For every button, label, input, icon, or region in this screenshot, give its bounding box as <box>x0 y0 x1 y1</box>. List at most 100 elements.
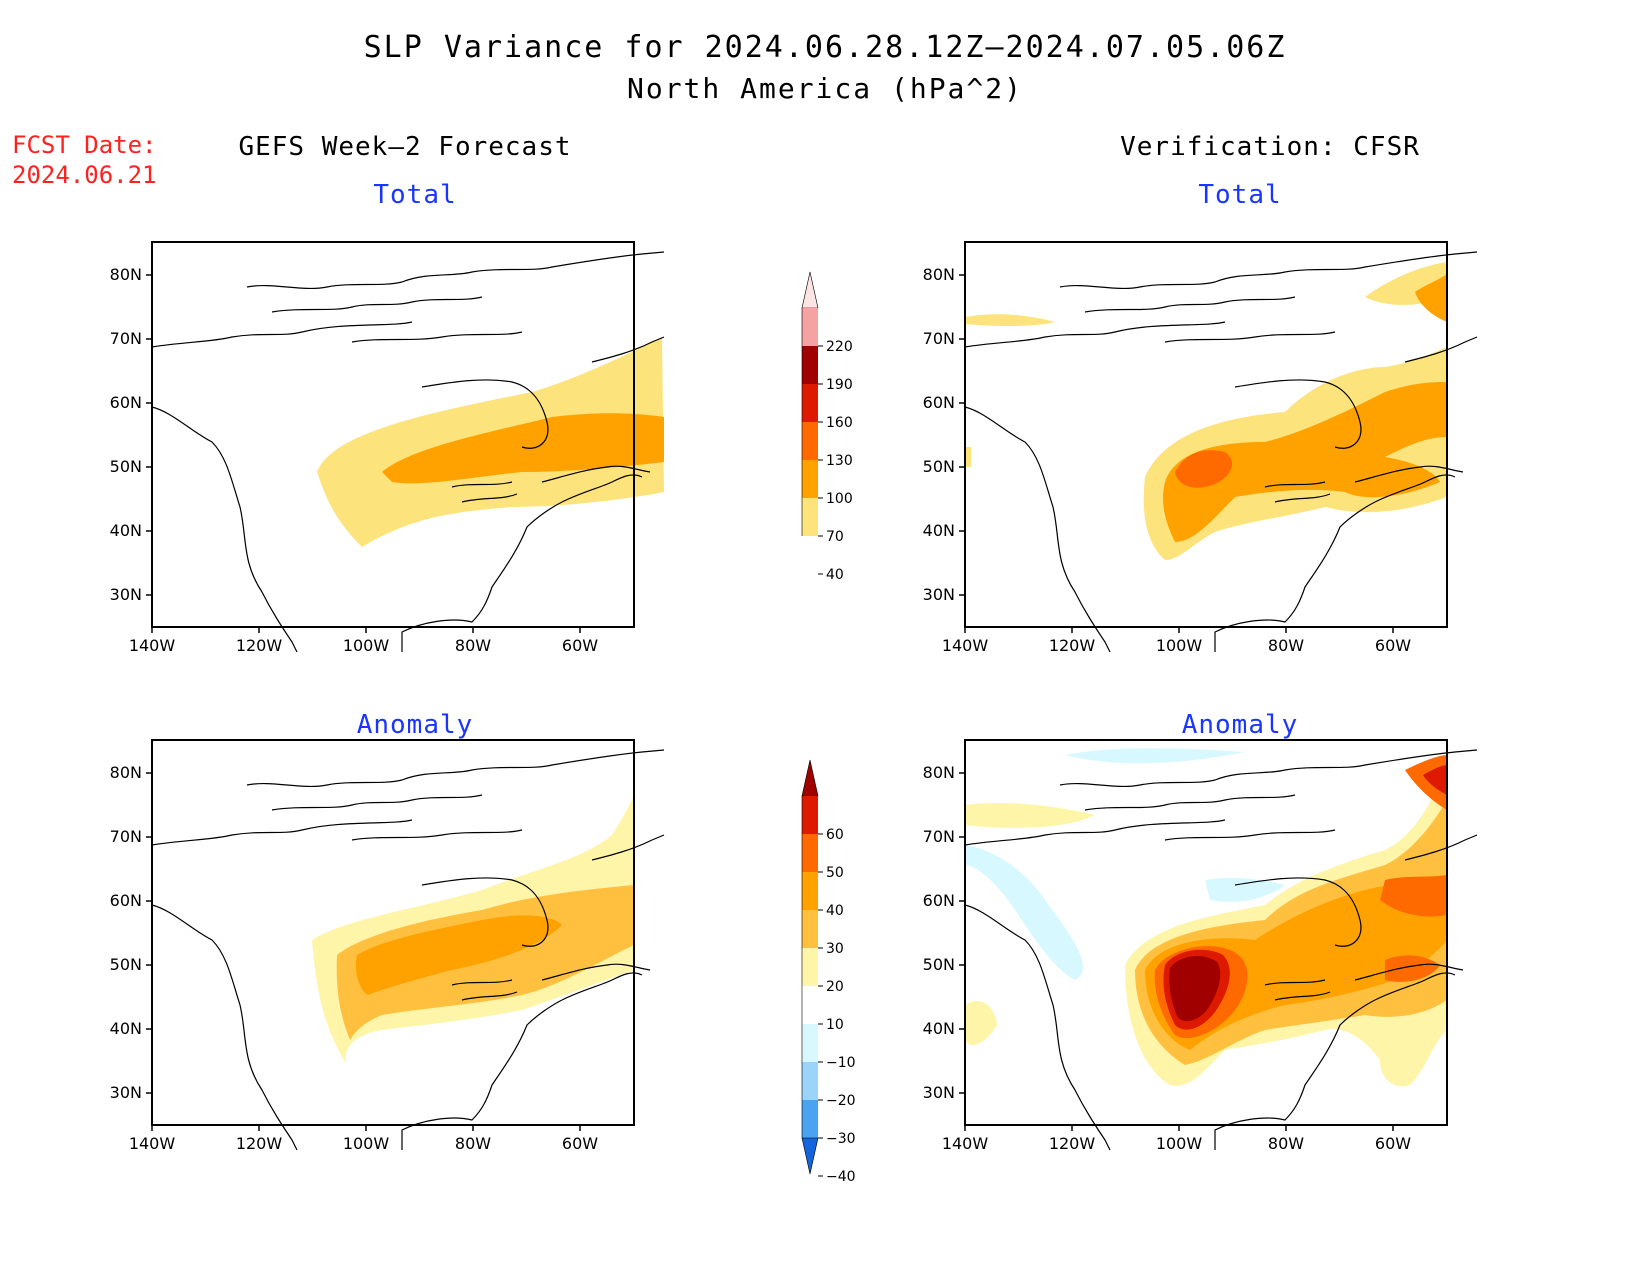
page-subtitle: North America (hPa^2) <box>626 72 1023 105</box>
colorbar-level-label: 160 <box>826 415 853 431</box>
colorbar-swatch <box>802 872 818 910</box>
map-forecast-anomaly: 80N 70N 60N 50N 40N 30N 140W 120W 100W 80W 60W <box>110 739 665 1153</box>
colorbar-swatch <box>802 948 818 986</box>
colorbar-level-label: −10 <box>826 1055 856 1071</box>
y-tick-label: 40N <box>923 1019 955 1038</box>
y-tick-label: 60N <box>110 393 142 412</box>
map-verification-total: 80N 70N 60N 50N 40N 30N 140W 120W 100W 80W 60W <box>923 241 1478 655</box>
colorbar-swatch <box>802 986 818 1024</box>
shading-verification-total <box>965 262 1447 560</box>
colorbar-level-label: −30 <box>826 1131 856 1147</box>
x-tick-label: 120W <box>236 1134 283 1153</box>
page-title: SLP Variance for 2024.06.28.12Z–2024.07.… <box>363 30 1287 65</box>
x-tick-label: 140W <box>942 636 989 655</box>
y-axis-verification-total: 80N 70N 60N 50N 40N 30N <box>923 265 965 604</box>
colorbar-level-label: 130 <box>826 453 853 469</box>
y-tick-label: 80N <box>110 763 142 782</box>
y-tick-label: 40N <box>110 521 142 540</box>
y-tick-label: 70N <box>110 329 142 348</box>
colorbar-swatch <box>802 834 818 872</box>
axes-verification-total: 80N 70N 60N 50N 40N 30N 140W 120W 100W 80W 60W <box>923 265 1412 655</box>
colorbar-swatch <box>802 910 818 948</box>
colorbar-top-arrow <box>801 271 819 309</box>
y-tick-label: 50N <box>110 457 142 476</box>
y-tick-label: 40N <box>923 521 955 540</box>
y-tick-label: 60N <box>923 393 955 412</box>
y-tick-label: 40N <box>110 1019 142 1038</box>
panel-label-verification-anomaly: Anomaly <box>1181 710 1299 740</box>
x-tick-label: 100W <box>343 1134 390 1153</box>
y-tick-label: 60N <box>923 891 955 910</box>
colorbar-swatch <box>802 1100 818 1138</box>
colorbar-anomaly-labels: 60 50 40 30 20 10 −10 −20 −30 −40 <box>818 827 856 1185</box>
y-tick-label: 70N <box>923 827 955 846</box>
colorbar-swatch <box>802 460 818 498</box>
x-tick-label: 100W <box>1156 1134 1203 1153</box>
x-tick-label: 80W <box>1268 636 1304 655</box>
colorbar-level-label: 50 <box>826 865 844 881</box>
coastline-forecast-anomaly <box>151 749 665 1151</box>
x-tick-label: 140W <box>942 1134 989 1153</box>
column-title-forecast: GEFS Week–2 Forecast <box>238 132 572 162</box>
x-axis-forecast-total: 140W 120W 100W 80W 60W <box>129 627 598 655</box>
y-tick-label: 30N <box>923 1083 955 1102</box>
colorbar-bottom-arrow <box>801 1137 819 1175</box>
y-tick-label: 80N <box>923 763 955 782</box>
x-tick-label: 100W <box>343 636 390 655</box>
x-axis-verification-total: 140W 120W 100W 80W 60W <box>942 627 1411 655</box>
colorbar-swatch <box>802 1062 818 1100</box>
y-tick-label: 30N <box>110 1083 142 1102</box>
y-axis-verification-anomaly: 80N 70N 60N 50N 40N 30N <box>923 763 965 1102</box>
colorbar-level-label: 10 <box>826 1017 844 1033</box>
panel-label-forecast-anomaly: Anomaly <box>356 710 474 740</box>
y-tick-label: 50N <box>923 955 955 974</box>
x-tick-label: 60W <box>1375 1134 1411 1153</box>
colorbar-total: 220 190 160 130 100 70 40 <box>801 271 853 583</box>
x-tick-label: 120W <box>1049 1134 1096 1153</box>
axes-forecast-total: 80N 70N 60N 50N 40N 30N 140W 120W 100W 80W 60W <box>110 265 599 655</box>
y-tick-label: 50N <box>110 955 142 974</box>
axes-forecast-anomaly: 80N 70N 60N 50N 40N 30N 140W 120W 100W 80W 60W <box>110 763 599 1153</box>
colorbar-anomaly: 60 50 40 30 20 10 −10 −20 −30 −40 <box>801 759 856 1185</box>
shading-verification-anomaly <box>965 748 1447 1087</box>
y-tick-label: 60N <box>110 891 142 910</box>
colorbar-swatch <box>802 1024 818 1062</box>
y-axis-forecast-anomaly: 80N 70N 60N 50N 40N 30N <box>110 763 152 1102</box>
colorbar-swatch <box>802 422 818 460</box>
colorbar-level-label: −40 <box>826 1169 856 1185</box>
x-tick-label: 60W <box>562 636 598 655</box>
x-tick-label: 140W <box>129 636 176 655</box>
colorbar-level-label: 40 <box>826 903 844 919</box>
x-tick-label: 60W <box>562 1134 598 1153</box>
colorbar-level-label: 30 <box>826 941 844 957</box>
colorbar-level-label: −20 <box>826 1093 856 1109</box>
coastline-forecast-total <box>151 251 665 653</box>
colorbar-swatch <box>802 346 818 384</box>
y-tick-label: 80N <box>923 265 955 284</box>
colorbar-swatch <box>802 308 818 346</box>
shading-forecast-anomaly <box>312 795 634 1065</box>
colorbar-swatch <box>802 796 818 834</box>
colorbar-top-arrow <box>801 759 819 797</box>
x-tick-label: 100W <box>1156 636 1203 655</box>
colorbar-level-label: 20 <box>826 979 844 995</box>
colorbar-level-label: 190 <box>826 377 853 393</box>
colorbar-level-label: 60 <box>826 827 844 843</box>
colorbar-total-swatches <box>801 271 819 536</box>
y-tick-label: 80N <box>110 265 142 284</box>
colorbar-swatch <box>802 498 818 536</box>
y-tick-label: 30N <box>110 585 142 604</box>
coastline-verification-total <box>964 251 1478 653</box>
axes-verification-anomaly: 80N 70N 60N 50N 40N 30N 140W 120W 100W 80W 60W <box>923 763 1412 1153</box>
y-tick-label: 70N <box>110 827 142 846</box>
colorbar-total-labels: 220 190 160 130 100 70 40 <box>818 339 853 583</box>
shading-forecast-total <box>317 337 664 547</box>
map-verification-anomaly: 80N 70N 60N 50N 40N 30N 140W 120W 100W 80W 60W <box>923 739 1478 1153</box>
x-tick-label: 80W <box>455 636 491 655</box>
fcst-date-label: FCST Date: <box>12 131 157 159</box>
x-tick-label: 120W <box>236 636 283 655</box>
y-tick-label: 30N <box>923 585 955 604</box>
x-axis-verification-anomaly: 140W 120W 100W 80W 60W <box>942 1125 1411 1153</box>
x-tick-label: 120W <box>1049 636 1096 655</box>
map-forecast-total: 80N 70N 60N 50N 40N 30N 140W 120W 100W 80W 60W <box>110 241 665 655</box>
